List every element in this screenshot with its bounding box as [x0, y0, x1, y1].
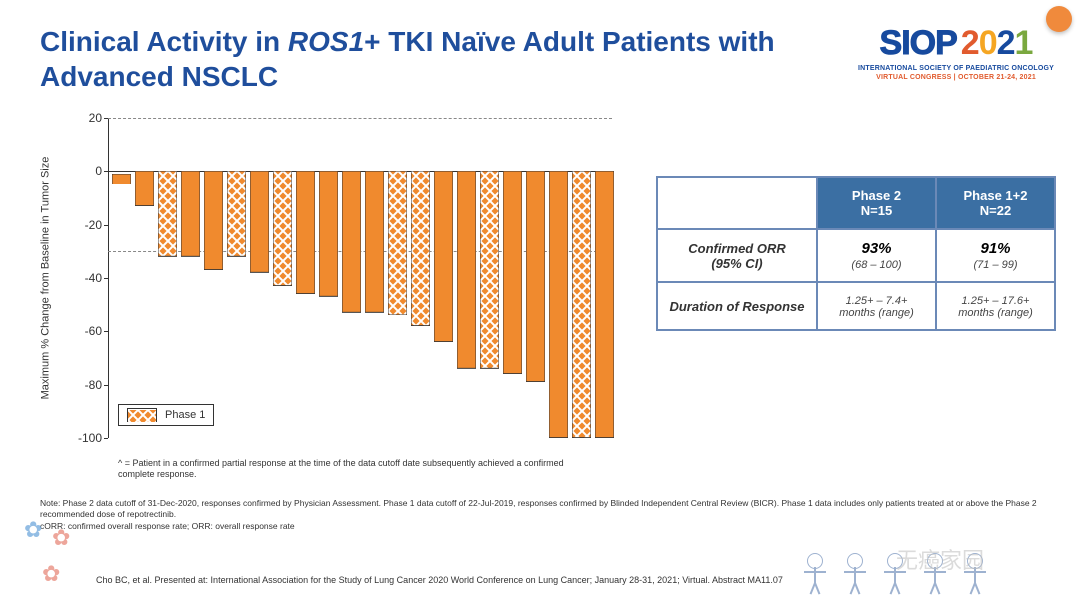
legend-swatch-phase1	[127, 408, 157, 422]
waterfall-bar	[204, 171, 223, 270]
waterfall-bar	[480, 171, 499, 368]
waterfall-bar	[112, 171, 131, 182]
y-tick-label: -60	[58, 324, 102, 338]
slide-title: Clinical Activity in ROS1+ TKI Naïve Adu…	[40, 24, 800, 94]
kid-icon	[840, 553, 870, 597]
waterfall-bar	[457, 171, 476, 368]
waterfall-bar	[365, 171, 384, 312]
waterfall-bar	[503, 171, 522, 374]
y-tick-label: -80	[58, 378, 102, 392]
kid-icon	[880, 553, 910, 597]
y-tick	[104, 331, 108, 332]
title-ital: ROS1	[288, 26, 364, 57]
kid-icon	[960, 553, 990, 597]
footnote-line: cORR: confirmed overall response rate; O…	[40, 521, 1056, 532]
chart-y-axis-label: Maximum % Change from Baseline in Tumor …	[38, 118, 52, 438]
chart-footnote: ^ = Patient in a confirmed partial respo…	[118, 458, 588, 481]
waterfall-bar	[434, 171, 453, 342]
chart-plot-area: 200-20-40-60-80-100	[108, 118, 612, 438]
footnote-line: Note: Phase 2 data cutoff of 31-Dec-2020…	[40, 498, 1056, 521]
waterfall-bar	[273, 171, 292, 286]
waterfall-bar	[158, 171, 177, 256]
waterfall-bar	[250, 171, 269, 272]
waterfall-bar	[549, 171, 568, 438]
waterfall-bar	[526, 171, 545, 382]
legend-label: Phase 1	[165, 409, 205, 421]
row-label: Duration of Response	[657, 282, 817, 330]
y-tick	[104, 385, 108, 386]
table-header-blank	[657, 177, 817, 229]
waterfall-bar	[227, 171, 246, 256]
waterfall-bar	[388, 171, 407, 315]
table-row: Duration of Response1.25+ – 7.4+months (…	[657, 282, 1055, 330]
title-part-a: Clinical Activity in	[40, 26, 288, 57]
flower-icon: ✿	[42, 561, 60, 587]
y-tick	[104, 278, 108, 279]
kid-icon	[920, 553, 950, 597]
table-cell: 1.25+ – 17.6+months (range)	[936, 282, 1055, 330]
waterfall-chart: Maximum % Change from Baseline in Tumor …	[38, 118, 628, 480]
results-table: Phase 2N=15 Phase 1+2N=22 Confirmed ORR(…	[656, 176, 1056, 331]
footnotes: Note: Phase 2 data cutoff of 31-Dec-2020…	[40, 498, 1056, 532]
flower-icon: ✿	[24, 517, 42, 543]
conference-logo: SIOP 2021 INTERNATIONAL SOCIETY OF PAEDI…	[856, 24, 1056, 81]
y-tick-label: -100	[58, 431, 102, 445]
waterfall-bar	[135, 171, 154, 206]
table-header-phase2: Phase 2N=15	[817, 177, 936, 229]
y-tick-label: -40	[58, 271, 102, 285]
y-tick-label: 20	[58, 111, 102, 125]
flower-icon: ✿	[52, 525, 70, 551]
waterfall-bar	[411, 171, 430, 326]
reference-line	[108, 118, 612, 119]
table-cell: 91%(71 – 99)	[936, 229, 1055, 282]
chart-legend: Phase 1	[118, 404, 214, 426]
logo-subtitle-2: VIRTUAL CONGRESS | OCTOBER 21-24, 2021	[856, 74, 1056, 81]
logo-siop: SIOP	[880, 24, 957, 63]
logo-subtitle-1: INTERNATIONAL SOCIETY OF PAEDIATRIC ONCO…	[856, 65, 1056, 72]
table-cell: 1.25+ – 7.4+months (range)	[817, 282, 936, 330]
y-axis	[108, 118, 109, 438]
waterfall-bar	[342, 171, 361, 312]
y-tick-label: -20	[58, 218, 102, 232]
kid-icon	[800, 553, 830, 597]
slide: Clinical Activity in ROS1+ TKI Naïve Adu…	[0, 0, 1080, 603]
table-row: Confirmed ORR(95% CI)93%(68 – 100)91%(71…	[657, 229, 1055, 282]
table-header-row: Phase 2N=15 Phase 1+2N=22	[657, 177, 1055, 229]
table-header-phase12: Phase 1+2N=22	[936, 177, 1055, 229]
waterfall-bar	[572, 171, 591, 438]
kids-illustration	[800, 553, 990, 597]
y-tick	[104, 225, 108, 226]
waterfall-bar	[296, 171, 315, 294]
citation: Cho BC, et al. Presented at: Internation…	[96, 575, 880, 585]
waterfall-bar	[595, 171, 614, 438]
table-cell: 93%(68 – 100)	[817, 229, 936, 282]
waterfall-bar	[181, 171, 200, 256]
y-tick-label: 0	[58, 164, 102, 178]
waterfall-bar	[319, 171, 338, 296]
logo-year: 2021	[961, 24, 1033, 63]
row-label: Confirmed ORR(95% CI)	[657, 229, 817, 282]
y-tick	[104, 438, 108, 439]
